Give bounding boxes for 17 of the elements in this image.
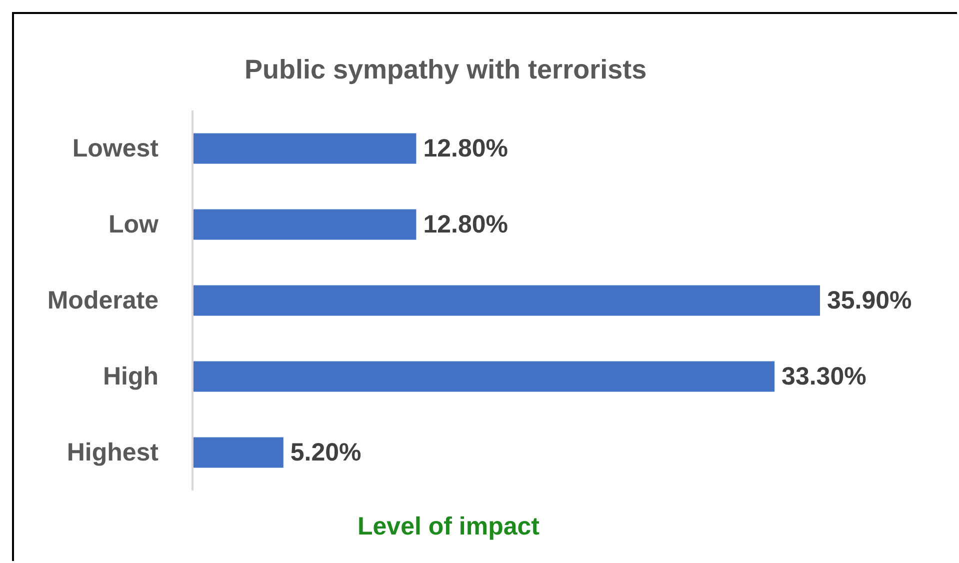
bar [192,285,820,316]
y-tick-label: Moderate [47,286,159,314]
bar [192,437,284,468]
bar [192,209,416,240]
y-tick-label: High [102,362,159,390]
data-label: 35.90% [827,286,912,314]
bar [192,361,775,392]
y-tick-label: Low [108,210,160,238]
data-label: 12.80% [423,210,508,238]
data-label: 12.80% [423,134,508,162]
y-tick-label: Lowest [72,134,160,162]
chart-title: Public sympathy with terrorists [244,54,647,84]
data-label: 33.30% [782,362,866,390]
x-axis-title: Level of impact [358,512,540,540]
bar [192,133,416,164]
y-tick-label: Highest [66,438,160,466]
data-label: 5.20% [290,438,362,466]
